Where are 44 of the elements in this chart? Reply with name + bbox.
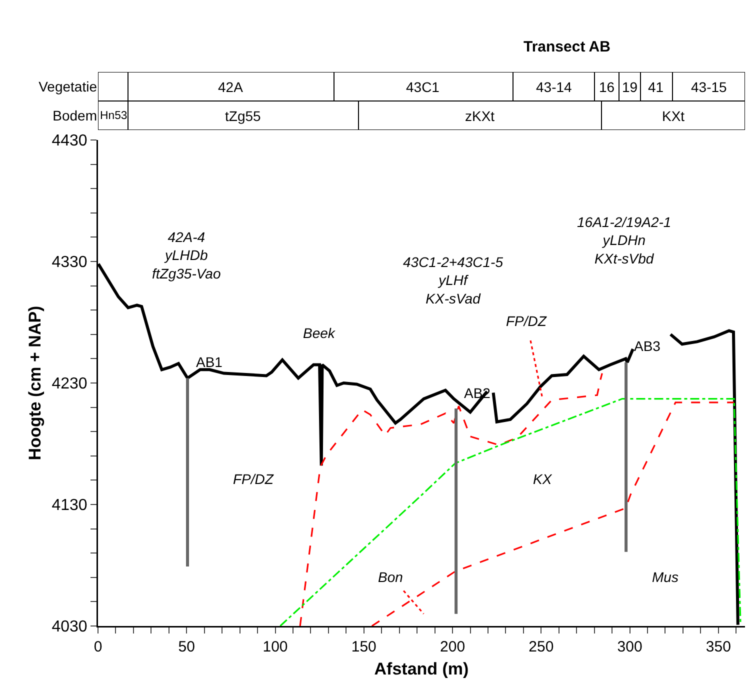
y-tick-label: Vegetatie (38, 78, 98, 94)
annotation: KX (533, 471, 552, 487)
annotation: 42A-4 yLHDb ftZg35-Vao (152, 229, 221, 282)
y-axis-title: Hoogte (cm + NAP) (26, 306, 45, 460)
series-label: 43C1 (406, 79, 440, 95)
line-series (371, 402, 735, 626)
annotation: 16A1-2/19A2-1 yLDHn KXt-sVbd (577, 214, 672, 266)
x-axis-title: Afstand (m) (374, 660, 469, 679)
annotation: Mus (652, 569, 678, 585)
x-tick-label: 0 (94, 638, 102, 656)
series-label: Hn53 (100, 110, 128, 122)
series-label: AB3 (634, 338, 661, 354)
series-label: zKXt (465, 108, 495, 124)
y-tick-label: 4030 (52, 618, 88, 636)
series-label: tZg55 (225, 108, 262, 124)
series-label: AB2 (464, 385, 491, 401)
annotation: Beek (303, 325, 336, 341)
y-tick-label: 4230 (52, 376, 88, 393)
series-label: 41 (648, 79, 664, 95)
series-label: 19 (622, 79, 638, 95)
annotation: FP/DZ (233, 471, 274, 487)
series-label: 42A (218, 79, 244, 95)
x-tick-label: 200 (440, 638, 466, 656)
x-tick-label: 100 (262, 638, 288, 656)
chart-title: Transect AB (524, 38, 611, 56)
x-tick-label: 50 (178, 638, 195, 656)
line-series (299, 372, 603, 626)
x-tick-label: 300 (617, 638, 642, 656)
y-tick-label: 4430 (52, 132, 88, 150)
x-tick-label: 250 (528, 638, 554, 656)
annotation: 43C1-2+43C1-5 yLHf KX-sVad (403, 254, 504, 306)
y-tick-label: 4330 (52, 254, 88, 272)
series-label: 43-14 (536, 79, 572, 95)
x-tick-label: 350 (706, 638, 731, 656)
y-tick-label: 4130 (52, 497, 88, 514)
annotation: Bon (378, 569, 404, 585)
line-series (279, 398, 742, 626)
series-label: AB1 (196, 354, 223, 370)
x-tick-label: 150 (351, 638, 376, 656)
series-label: 43-15 (691, 79, 728, 95)
annotation: FP/DZ (506, 313, 547, 329)
series-label: KXt (662, 108, 685, 124)
series-label: 16 (599, 79, 615, 95)
y-tick-label: Bodem (52, 107, 97, 124)
